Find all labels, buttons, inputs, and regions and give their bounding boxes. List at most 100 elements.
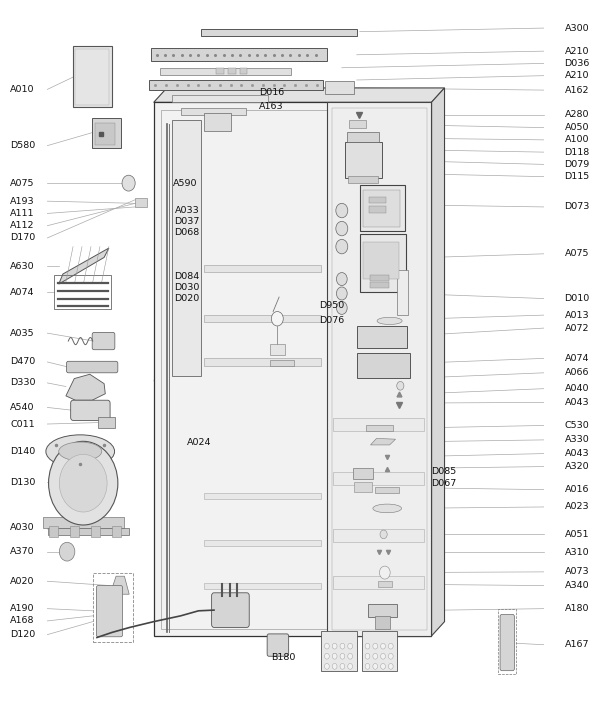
Bar (91, 526, 100, 536)
Circle shape (373, 653, 377, 659)
Circle shape (340, 653, 345, 659)
Text: C011: C011 (10, 419, 35, 429)
Text: D073: D073 (564, 203, 590, 211)
Text: A320: A320 (565, 462, 590, 471)
Text: D140: D140 (10, 447, 35, 456)
Polygon shape (110, 576, 129, 594)
Polygon shape (66, 374, 106, 400)
Bar (205, 358, 321, 366)
Bar (240, 69, 247, 74)
Text: D010: D010 (565, 294, 590, 303)
Text: A163: A163 (259, 102, 284, 111)
Circle shape (336, 203, 348, 218)
Text: A190: A190 (10, 604, 35, 613)
Text: A300: A300 (565, 24, 590, 33)
Text: A370: A370 (10, 547, 35, 556)
Text: D120: D120 (10, 630, 35, 639)
Bar (151, 49, 327, 62)
Text: A016: A016 (565, 485, 590, 494)
Circle shape (380, 530, 387, 539)
Circle shape (325, 644, 329, 649)
Text: A167: A167 (565, 640, 590, 649)
Circle shape (325, 663, 329, 669)
Text: A112: A112 (10, 222, 35, 230)
Bar (347, 132, 379, 142)
Bar (112, 526, 121, 536)
Bar (374, 487, 398, 493)
Text: D037: D037 (175, 217, 200, 226)
Text: D016: D016 (259, 88, 284, 98)
Polygon shape (154, 88, 445, 102)
FancyBboxPatch shape (97, 586, 122, 637)
Circle shape (365, 653, 370, 659)
Bar (202, 29, 357, 36)
Bar (348, 176, 377, 183)
Ellipse shape (59, 442, 102, 460)
FancyBboxPatch shape (67, 361, 118, 373)
Circle shape (379, 566, 390, 579)
Text: A030: A030 (10, 523, 35, 532)
Text: A035: A035 (10, 329, 35, 337)
FancyBboxPatch shape (267, 634, 289, 656)
Text: D170: D170 (10, 233, 35, 243)
Text: D084: D084 (175, 272, 200, 282)
Circle shape (373, 644, 377, 649)
Bar (154, 102, 431, 636)
Text: A043: A043 (565, 449, 590, 458)
Circle shape (365, 663, 370, 669)
Bar (369, 197, 386, 203)
Text: A074: A074 (10, 287, 35, 297)
Bar (49, 526, 58, 536)
Text: D330: D330 (10, 379, 36, 387)
Ellipse shape (46, 435, 115, 468)
Text: A630: A630 (10, 261, 35, 271)
Circle shape (59, 542, 75, 561)
Text: A024: A024 (187, 438, 211, 447)
Bar (135, 198, 147, 207)
Circle shape (337, 301, 347, 314)
Circle shape (332, 663, 337, 669)
Circle shape (388, 644, 393, 649)
Text: D118: D118 (565, 148, 590, 156)
Circle shape (388, 653, 393, 659)
Text: A050: A050 (565, 123, 590, 132)
Bar (76, 49, 109, 104)
Circle shape (388, 663, 393, 669)
Text: A111: A111 (10, 209, 35, 218)
Bar (397, 270, 408, 315)
Bar (333, 471, 424, 484)
Text: A075: A075 (565, 249, 590, 258)
Circle shape (348, 644, 353, 649)
Ellipse shape (373, 504, 401, 513)
Text: D079: D079 (565, 160, 590, 169)
Bar (217, 69, 224, 74)
Text: D950: D950 (319, 301, 344, 311)
Bar (181, 108, 246, 114)
Bar (73, 46, 112, 107)
Text: D085: D085 (431, 467, 457, 476)
Text: D067: D067 (431, 479, 457, 488)
Bar (365, 426, 392, 431)
Circle shape (332, 644, 337, 649)
Circle shape (271, 311, 283, 326)
Circle shape (397, 382, 404, 390)
Bar (368, 605, 397, 618)
Text: A040: A040 (565, 384, 590, 393)
Circle shape (49, 442, 118, 525)
Text: A280: A280 (565, 110, 590, 119)
Circle shape (336, 222, 348, 236)
Bar (353, 468, 373, 479)
Bar (362, 631, 397, 670)
Text: A033: A033 (175, 206, 199, 215)
Circle shape (373, 663, 377, 669)
Text: A590: A590 (173, 179, 198, 188)
Text: D130: D130 (10, 478, 36, 487)
Text: A310: A310 (565, 548, 590, 557)
Bar (374, 616, 390, 629)
Text: A180: A180 (565, 604, 590, 613)
Bar (205, 315, 321, 322)
Text: D115: D115 (565, 172, 590, 181)
Circle shape (122, 175, 135, 191)
Ellipse shape (377, 317, 402, 324)
Bar (205, 584, 321, 589)
